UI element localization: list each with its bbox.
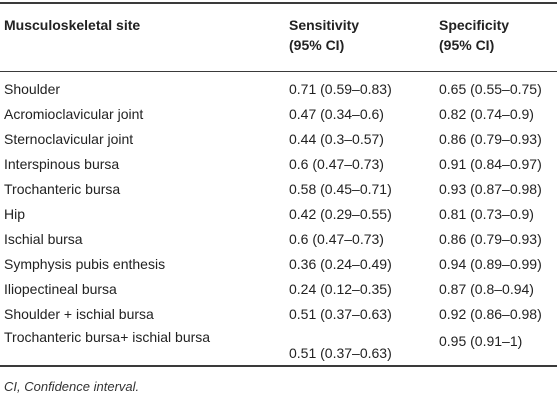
cell-sensitivity: 0.6 (0.47–0.73) (289, 156, 384, 172)
header-specificity-line1: Specificity (439, 17, 510, 33)
cell-site: Hip (4, 206, 26, 222)
cell-sensitivity: 0.6 (0.47–0.73) (289, 231, 384, 247)
cell-site: Sternoclavicular joint (4, 131, 134, 147)
header-site-label: Musculoskeletal site (4, 17, 141, 33)
cell-specificity: 0.94 (0.89–0.99) (439, 256, 542, 272)
cell-specificity: 0.95 (0.91–1) (439, 333, 523, 349)
table-row: Acromioclavicular joint 0.47 (0.34–0.6) … (0, 104, 557, 129)
header-specificity-line2: (95% CI) (439, 37, 495, 53)
cell-sensitivity: 0.58 (0.45–0.71) (289, 181, 392, 197)
table-row: Symphysis pubis enthesis 0.36 (0.24–0.49… (0, 254, 557, 279)
cell-specificity: 0.65 (0.55–0.75) (439, 81, 542, 97)
cell-sensitivity: 0.36 (0.24–0.49) (289, 256, 392, 272)
cell-specificity: 0.93 (0.87–0.98) (439, 181, 542, 197)
cell-sensitivity: 0.24 (0.12–0.35) (289, 281, 392, 297)
table-footnote: CI, Confidence interval. (4, 379, 140, 394)
cell-site: Shoulder (4, 81, 61, 97)
cell-specificity: 0.82 (0.74–0.9) (439, 106, 534, 122)
table-row: Shoulder 0.71 (0.59–0.83) 0.65 (0.55–0.7… (0, 79, 557, 104)
cell-site: Iliopectineal bursa (4, 281, 117, 297)
table-row: Hip 0.42 (0.29–0.55) 0.81 (0.73–0.9) (0, 204, 557, 229)
cell-site: Trochanteric bursa (4, 181, 121, 197)
cell-site: Shoulder + ischial bursa (4, 306, 154, 322)
cell-specificity: 0.81 (0.73–0.9) (439, 206, 534, 222)
cell-site: Interspinous bursa (4, 156, 120, 172)
table-row: Interspinous bursa 0.6 (0.47–0.73) 0.91 … (0, 154, 557, 179)
table-row: Ischial bursa 0.6 (0.47–0.73) 0.86 (0.79… (0, 229, 557, 254)
cell-sensitivity: 0.42 (0.29–0.55) (289, 206, 392, 222)
header-sensitivity-line1: Sensitivity (289, 17, 360, 33)
cell-sensitivity: 0.51 (0.37–0.63) (289, 345, 392, 361)
cell-sensitivity: 0.51 (0.37–0.63) (289, 306, 392, 322)
cell-sensitivity: 0.44 (0.3–0.57) (289, 131, 384, 147)
cell-sensitivity: 0.47 (0.34–0.6) (289, 106, 384, 122)
table-row: Sternoclavicular joint 0.44 (0.3–0.57) 0… (0, 129, 557, 154)
cell-specificity: 0.87 (0.8–0.94) (439, 281, 534, 297)
cell-site: Ischial bursa (4, 231, 83, 247)
cell-site: Acromioclavicular joint (4, 106, 144, 122)
header-specificity: Specificity (95% CI) (439, 15, 509, 55)
table-row: Iliopectineal bursa 0.24 (0.12–0.35) 0.8… (0, 279, 557, 304)
cell-specificity: 0.86 (0.79–0.93) (439, 131, 542, 147)
table-bottom-rule (0, 365, 557, 367)
header-site: Musculoskeletal site (4, 15, 140, 35)
cell-sensitivity: 0.71 (0.59–0.83) (289, 81, 392, 97)
table-row: Trochanteric bursa+ ischial bursa 0.51 (… (0, 327, 557, 363)
cell-specificity: 0.86 (0.79–0.93) (439, 231, 542, 247)
table-header-rule (0, 71, 557, 72)
header-sensitivity: Sensitivity (95% CI) (289, 15, 359, 55)
cell-specificity: 0.91 (0.84–0.97) (439, 156, 542, 172)
table-top-rule (0, 2, 557, 4)
table-row: Trochanteric bursa 0.58 (0.45–0.71) 0.93… (0, 179, 557, 204)
table-row: Shoulder + ischial bursa 0.51 (0.37–0.63… (0, 304, 557, 329)
cell-site: Symphysis pubis enthesis (4, 256, 166, 272)
cell-site: Trochanteric bursa+ ischial bursa (4, 329, 211, 345)
cell-specificity: 0.92 (0.86–0.98) (439, 306, 542, 322)
header-sensitivity-line2: (95% CI) (289, 37, 345, 53)
